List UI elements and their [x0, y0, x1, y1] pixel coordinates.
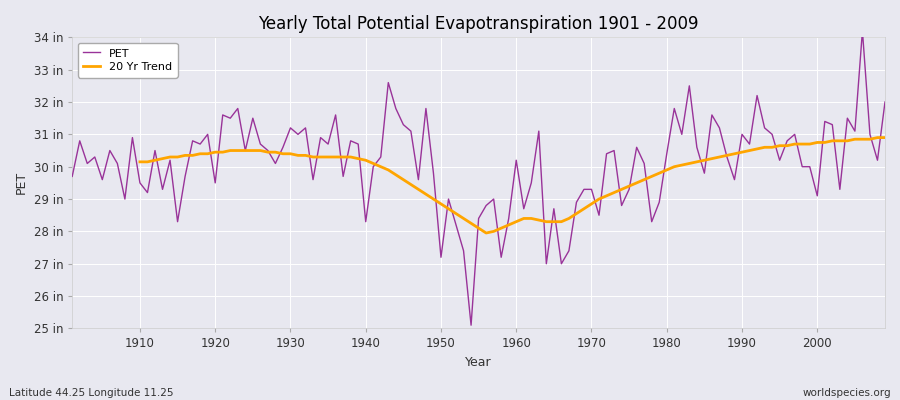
20 Yr Trend: [308, 155, 319, 160]
20 Yr Trend: [481, 231, 491, 236]
20 Yr Trend: [879, 135, 890, 140]
PET: [518, 206, 529, 211]
PET: [127, 135, 138, 140]
Title: Yearly Total Potential Evapotranspiration 1901 - 2009: Yearly Total Potential Evapotranspiratio…: [258, 15, 699, 33]
20 Yr Trend: [850, 137, 860, 142]
Line: 20 Yr Trend: 20 Yr Trend: [140, 138, 885, 233]
Text: worldspecies.org: worldspecies.org: [803, 388, 891, 398]
20 Yr Trend: [526, 216, 536, 221]
20 Yr Trend: [134, 160, 145, 164]
PET: [857, 28, 868, 33]
Text: Latitude 44.25 Longitude 11.25: Latitude 44.25 Longitude 11.25: [9, 388, 174, 398]
20 Yr Trend: [277, 151, 288, 156]
PET: [511, 158, 522, 163]
X-axis label: Year: Year: [465, 356, 492, 369]
PET: [879, 100, 890, 104]
20 Yr Trend: [827, 138, 838, 143]
20 Yr Trend: [872, 135, 883, 140]
PET: [465, 323, 476, 328]
PET: [338, 174, 348, 179]
Y-axis label: PET: PET: [15, 171, 28, 194]
PET: [292, 132, 303, 137]
20 Yr Trend: [586, 202, 597, 206]
Legend: PET, 20 Yr Trend: PET, 20 Yr Trend: [77, 43, 177, 78]
Line: PET: PET: [72, 31, 885, 325]
PET: [67, 174, 77, 179]
PET: [608, 148, 619, 153]
